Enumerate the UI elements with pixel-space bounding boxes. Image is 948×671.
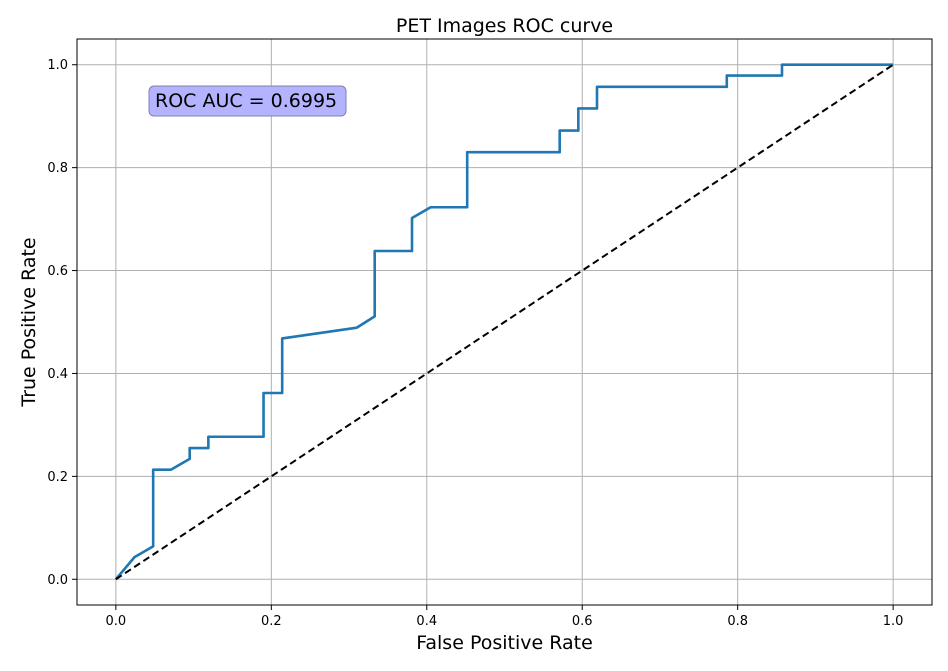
plot-frame	[76, 38, 933, 606]
x-tick-label-4: 0.8	[727, 614, 748, 629]
y-tick-label-0: 0.0	[47, 573, 68, 588]
x-tick-label-3: 0.6	[572, 614, 593, 629]
auc-annotation: ROC AUC = 0.6995	[148, 85, 347, 117]
y-tick-label-5: 1.0	[47, 58, 68, 73]
y-tick-label-3: 0.6	[47, 264, 68, 279]
y-tick-label-1: 0.2	[47, 470, 68, 485]
roc-curve-line	[114, 63, 894, 581]
x-tick-label-5: 1.0	[883, 614, 904, 629]
axis-ticks: 0.0 0.2 0.4 0.6 0.8 1.0 0.0 0.2 0.4 0.6 0.8 1.0	[47, 58, 903, 629]
x-tick-label-2: 0.4	[416, 614, 437, 629]
auc-annotation-text: ROC AUC = 0.6995	[155, 90, 337, 112]
x-tick-label-0: 0.0	[106, 614, 127, 629]
x-axis-title: False Positive Rate	[416, 632, 593, 654]
grid-lines	[77, 39, 932, 605]
chance-diagonal-line	[115, 63, 894, 581]
x-tick-label-1: 0.2	[261, 614, 282, 629]
series-lines	[114, 63, 894, 581]
y-tick-label-4: 0.8	[47, 161, 68, 176]
auc-annotation-box	[148, 85, 347, 117]
y-axis-title: True Positive Rate	[18, 237, 40, 407]
y-tick-label-2: 0.4	[47, 367, 68, 382]
chart-title: PET Images ROC curve	[396, 15, 613, 37]
